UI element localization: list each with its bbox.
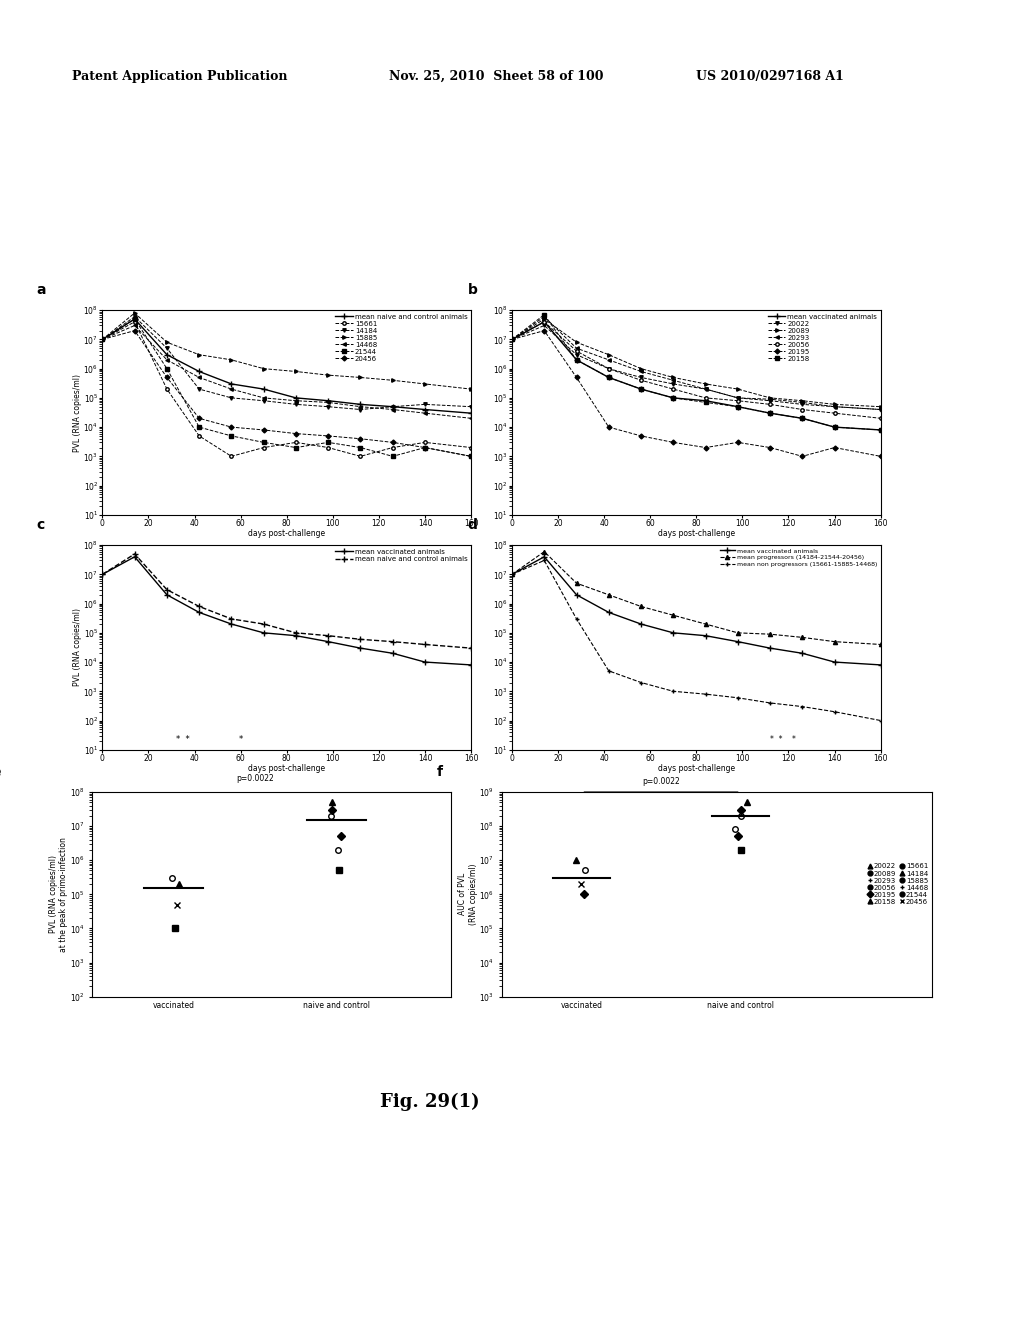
Text: e: e [0, 764, 1, 779]
Legend: mean vaccinated animals, mean progressors (14184-21544-20456), mean non progress: mean vaccinated animals, mean progressor… [720, 548, 878, 566]
X-axis label: days post-challenge: days post-challenge [657, 764, 735, 774]
Y-axis label: PVL (RNA copies/ml)
at the peak of primo-infection: PVL (RNA copies/ml) at the peak of primo… [49, 837, 69, 952]
Text: f: f [437, 764, 443, 779]
X-axis label: days post-challenge: days post-challenge [248, 764, 326, 774]
X-axis label: days post-challenge: days post-challenge [248, 529, 326, 539]
Text: p=0.0022: p=0.0022 [642, 777, 680, 785]
Text: Fig. 29(1): Fig. 29(1) [380, 1093, 480, 1111]
Legend: mean naive and control animals, 15661, 14184, 15885, 14468, 21544, 20456: mean naive and control animals, 15661, 1… [336, 314, 468, 362]
Text: c: c [36, 517, 44, 532]
X-axis label: days post-challenge: days post-challenge [657, 529, 735, 539]
Legend: 20022, 20089, 20293, 20056, 20195, 20158, 15661, 14184, 15885, 14468, 21544, 204: 20022, 20089, 20293, 20056, 20195, 20158… [867, 863, 929, 904]
Text: *: * [239, 734, 243, 743]
Text: Patent Application Publication: Patent Application Publication [72, 70, 287, 83]
Y-axis label: AUC of PVL
(RNA copies/ml): AUC of PVL (RNA copies/ml) [459, 863, 478, 925]
Text: *  *    *: * * * [770, 734, 796, 743]
Text: p=0.0022: p=0.0022 [237, 775, 274, 783]
Text: d: d [468, 517, 477, 532]
Text: a: a [36, 282, 45, 297]
Text: *  *: * * [176, 734, 189, 743]
Y-axis label: PVL (RNA copies/ml): PVL (RNA copies/ml) [73, 609, 82, 686]
Y-axis label: PVL (RNA copies/ml): PVL (RNA copies/ml) [73, 374, 82, 451]
Legend: mean vaccinated animals, mean naive and control animals: mean vaccinated animals, mean naive and … [336, 549, 468, 562]
Text: US 2010/0297168 A1: US 2010/0297168 A1 [696, 70, 844, 83]
Text: b: b [468, 282, 477, 297]
Text: Nov. 25, 2010  Sheet 58 of 100: Nov. 25, 2010 Sheet 58 of 100 [389, 70, 603, 83]
Legend: mean vaccinated animals, 20022, 20089, 20293, 20056, 20195, 20158: mean vaccinated animals, 20022, 20089, 2… [768, 314, 878, 362]
